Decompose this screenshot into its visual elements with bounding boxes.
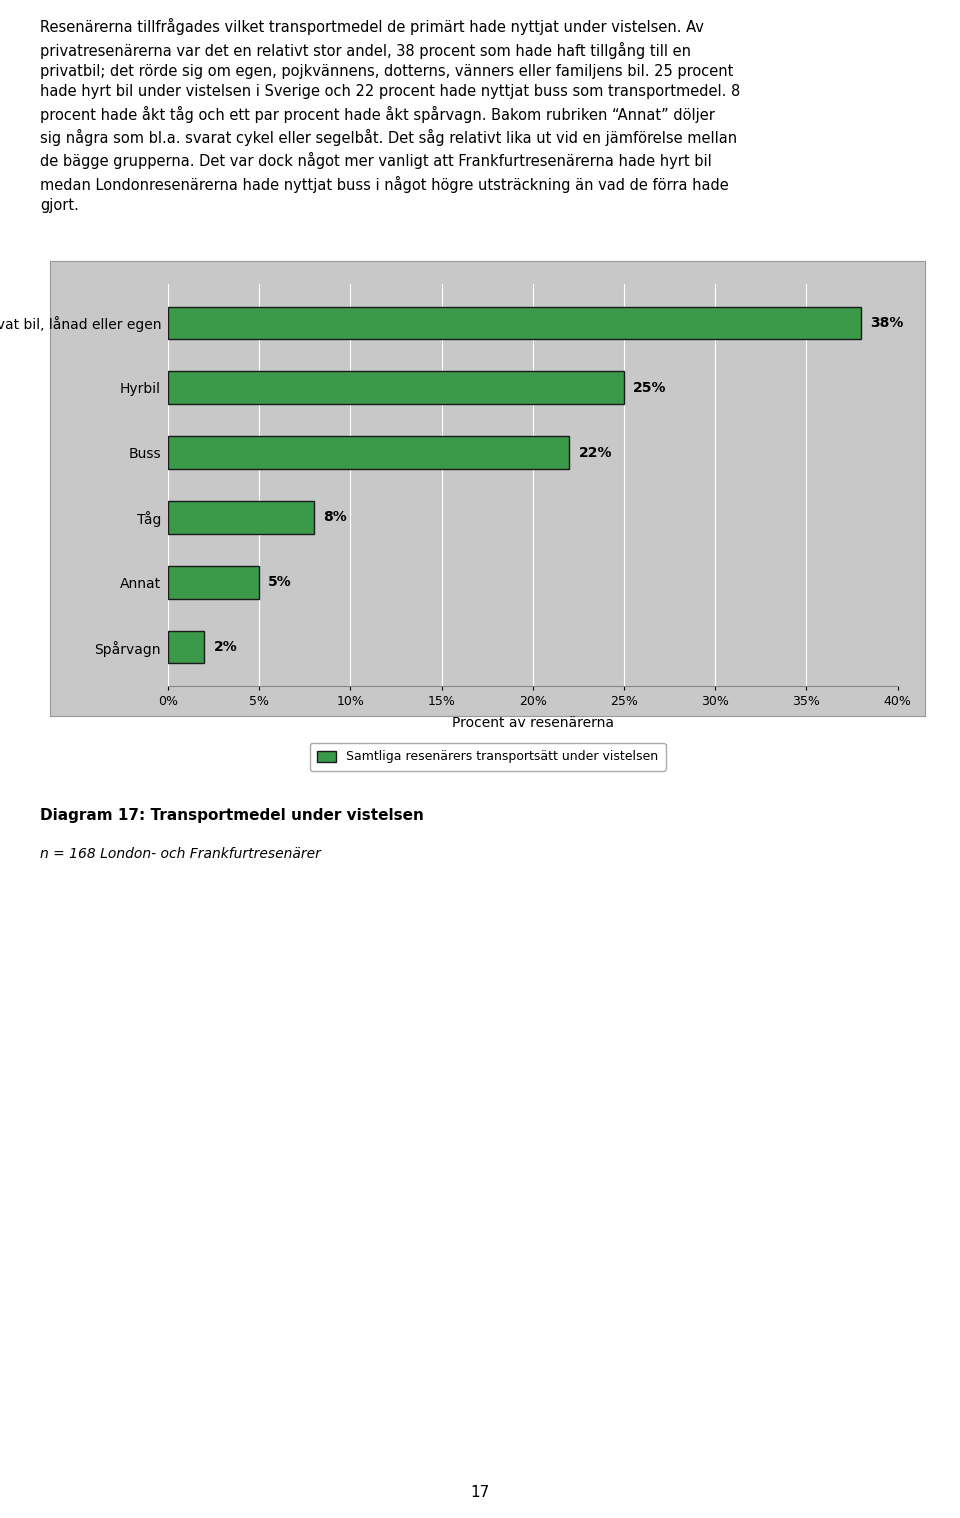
Bar — [168, 501, 314, 534]
Text: 8%: 8% — [323, 510, 347, 524]
Bar — [168, 566, 259, 598]
Text: 5%: 5% — [268, 575, 292, 589]
Text: 22%: 22% — [578, 446, 612, 460]
Text: n = 168 London- och Frankfurtresenärer: n = 168 London- och Frankfurtresenärer — [40, 847, 322, 861]
Text: 38%: 38% — [871, 316, 903, 329]
Bar — [168, 436, 569, 469]
Bar — [168, 372, 624, 404]
Legend: Samtliga resenärers transportsätt under vistelsen: Samtliga resenärers transportsätt under … — [310, 742, 665, 771]
Text: 17: 17 — [470, 1485, 490, 1500]
Bar — [168, 307, 861, 339]
Text: Diagram 17: Transportmedel under vistelsen: Diagram 17: Transportmedel under vistels… — [40, 808, 424, 823]
Text: 25%: 25% — [634, 381, 666, 395]
X-axis label: Procent av resenärerna: Procent av resenärerna — [452, 716, 613, 730]
Text: 2%: 2% — [214, 641, 237, 654]
Text: Resenärerna tillfrågades vilket transportmedel de primärt hade nyttjat under vis: Resenärerna tillfrågades vilket transpor… — [40, 18, 740, 213]
Bar — [168, 631, 204, 663]
